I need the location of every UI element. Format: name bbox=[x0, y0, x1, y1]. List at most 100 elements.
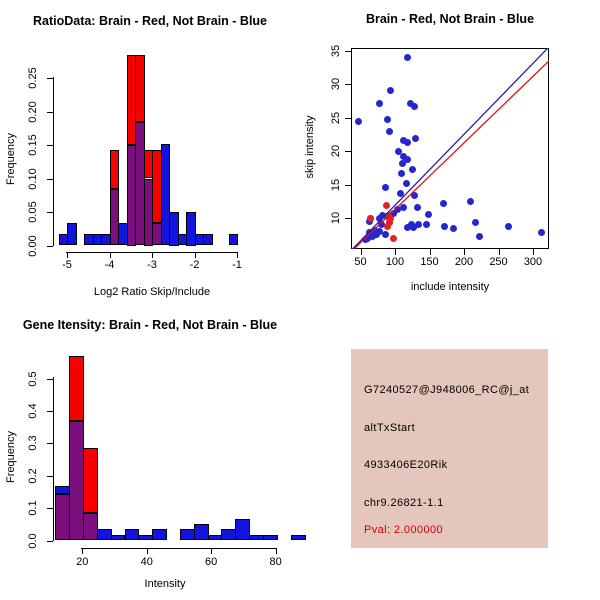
hist-bar-segment bbox=[110, 534, 126, 541]
scatter-point-blue bbox=[406, 100, 414, 108]
x-tick-label: 20 bbox=[76, 556, 89, 568]
x-tick-label: 40 bbox=[140, 556, 153, 568]
y-tick-mark bbox=[47, 378, 53, 380]
x-tick-mark bbox=[152, 252, 153, 258]
hist-bar-segment bbox=[179, 529, 195, 541]
hist-bar-segment bbox=[169, 212, 179, 246]
scatter-point-blue bbox=[399, 160, 407, 168]
scatter-point-blue bbox=[423, 221, 431, 229]
hist-bar-segment bbox=[138, 534, 154, 541]
hist-bar-segment bbox=[67, 223, 77, 246]
scatter-point-blue bbox=[378, 221, 386, 229]
hist-bar-segment bbox=[96, 529, 112, 541]
x-tick-mark bbox=[194, 252, 196, 258]
x-axis-line bbox=[81, 548, 277, 549]
x-tick-label: -1 bbox=[232, 259, 242, 271]
x-tick-label: -3 bbox=[147, 259, 157, 271]
hist-bar-segment bbox=[186, 212, 196, 246]
y-tick-mark bbox=[47, 78, 53, 79]
scatter-point-blue bbox=[383, 115, 391, 123]
event-type-text: altTxStart bbox=[364, 422, 416, 434]
scatter-point-blue bbox=[390, 210, 398, 218]
hist-bar-segment bbox=[109, 149, 119, 189]
hist-bar-segment bbox=[221, 529, 237, 541]
scatter-point-blue bbox=[399, 137, 407, 144]
y-axis-line bbox=[53, 377, 54, 541]
scatter-point-red bbox=[383, 223, 391, 231]
scatter-point-blue bbox=[381, 184, 389, 192]
y-tick-label: 35 bbox=[330, 44, 342, 58]
scatter-point-blue bbox=[410, 102, 418, 110]
scatter-point-blue bbox=[403, 139, 411, 147]
y-tick-mark bbox=[47, 443, 53, 445]
scatter-point-blue bbox=[403, 223, 411, 231]
hist-bar-segment bbox=[152, 529, 168, 541]
plot-box bbox=[351, 48, 549, 249]
hist-bar-segment bbox=[124, 529, 140, 541]
x-tick-label: 250 bbox=[489, 256, 508, 268]
x-tick-label: -2 bbox=[189, 259, 200, 271]
y-tick-mark bbox=[345, 51, 351, 52]
gene-symbol-text: 4933406E20Rik bbox=[364, 459, 448, 471]
x-tick-mark bbox=[360, 249, 362, 255]
scatter-point-blue bbox=[399, 153, 407, 161]
scatter-point-blue bbox=[372, 231, 380, 239]
scatter-point-blue bbox=[399, 204, 407, 212]
scatter-xlabel: include intensity bbox=[410, 281, 490, 293]
x-tick-mark bbox=[211, 548, 213, 554]
x-tick-label: -5 bbox=[62, 259, 72, 271]
x-tick-mark bbox=[67, 252, 68, 258]
scatter-point-blue bbox=[424, 211, 432, 219]
scatter-point-blue bbox=[475, 233, 483, 241]
locus-id-text: chr9.26821-1.1 bbox=[364, 497, 444, 509]
y-tick-mark bbox=[47, 111, 53, 113]
scatter-point-blue bbox=[393, 206, 401, 214]
scatter-point-blue bbox=[504, 223, 512, 231]
scatter-point-red bbox=[387, 215, 395, 223]
hist-bar-segment bbox=[82, 512, 98, 541]
scatter-point-red bbox=[390, 234, 398, 242]
fit-line-blue bbox=[351, 48, 549, 249]
gene-hist-ylabel: Frequency bbox=[5, 431, 17, 483]
ratio-hist-ylabel: Frequency bbox=[5, 133, 17, 185]
scatter-point-blue bbox=[413, 204, 421, 212]
x-tick-label: 60 bbox=[205, 556, 218, 568]
x-tick-mark bbox=[498, 249, 500, 255]
hist-bar-segment bbox=[109, 188, 119, 246]
y-tick-mark bbox=[47, 540, 53, 542]
scatter-point-blue bbox=[408, 165, 416, 173]
ratio-hist-title: RatioData: Brain - Red, Not Brain - Blue bbox=[32, 14, 268, 28]
y-tick-mark bbox=[345, 218, 351, 219]
scatter-point-blue bbox=[410, 223, 418, 231]
scatter-point-blue bbox=[467, 197, 475, 205]
x-tick-label: 150 bbox=[420, 256, 439, 268]
hist-bar-segment bbox=[55, 493, 71, 541]
scatter-point-blue bbox=[450, 224, 458, 232]
scatter-point-blue bbox=[414, 220, 422, 228]
hist-bar-segment bbox=[207, 534, 223, 541]
scatter-point-blue bbox=[354, 118, 362, 126]
scatter-point-blue bbox=[398, 170, 406, 178]
scatter-point-blue bbox=[410, 192, 418, 200]
hist-bar-segment bbox=[263, 534, 278, 541]
x-tick-mark bbox=[395, 249, 396, 255]
scatter-point-blue bbox=[441, 222, 449, 230]
scatter-point-blue bbox=[471, 219, 479, 227]
hist-bar-segment bbox=[203, 234, 213, 246]
y-tick-mark bbox=[47, 475, 53, 477]
probe-id-text: G7240527@J948006_RC@j_at bbox=[364, 384, 530, 396]
scatter-point-blue bbox=[387, 86, 395, 94]
pval-text: Pval: 2.000000 bbox=[364, 524, 443, 536]
scatter-point-blue bbox=[397, 189, 405, 197]
y-tick-mark bbox=[47, 508, 53, 510]
scatter-point-blue bbox=[538, 228, 546, 236]
y-tick-mark bbox=[47, 410, 53, 412]
y-tick-mark bbox=[47, 145, 53, 146]
x-tick-label: 50 bbox=[354, 256, 367, 268]
hist-bar-segment bbox=[193, 524, 209, 541]
x-tick-mark bbox=[237, 252, 238, 258]
scatter-point-blue bbox=[403, 53, 411, 61]
hist-bar-segment bbox=[69, 420, 84, 541]
hist-bar-segment bbox=[249, 534, 265, 541]
